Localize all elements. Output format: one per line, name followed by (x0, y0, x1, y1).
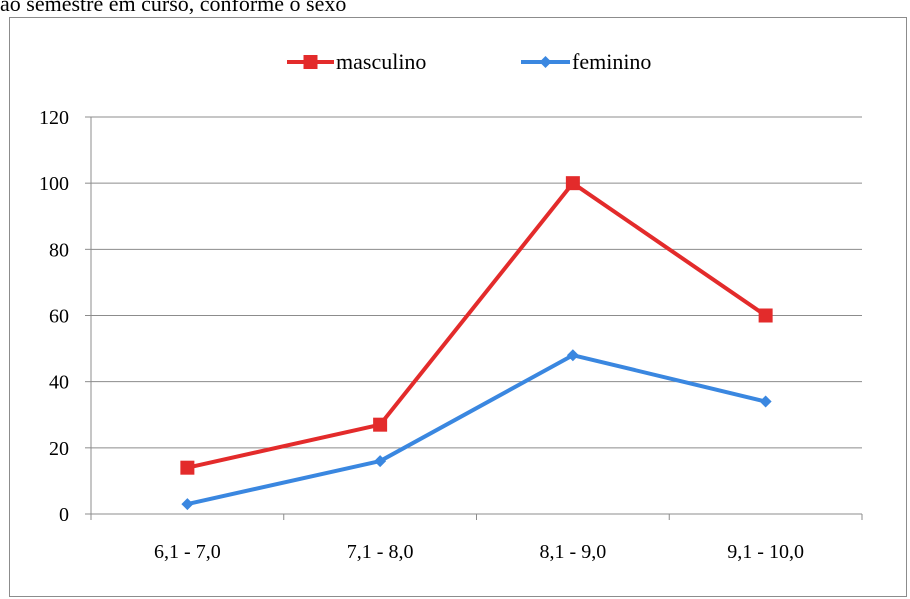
y-tick-label: 80 (49, 239, 69, 261)
series-layer (180, 176, 773, 511)
legend-item: masculino (287, 49, 426, 74)
legend: masculino feminino (287, 49, 651, 74)
data-point (758, 308, 773, 323)
series-feminino (181, 349, 772, 511)
y-tick-label: 40 (49, 372, 69, 394)
data-point (759, 395, 772, 408)
series-line (186, 181, 767, 470)
y-tick-label: 20 (49, 438, 69, 460)
legend-item: feminino (521, 49, 651, 74)
legend-label: feminino (572, 49, 651, 74)
x-tick-label: 9,1 - 10,0 (727, 541, 804, 563)
legend-marker (539, 56, 552, 68)
axes: 0 20 40 60 80 100 120 6,1 - 7,0 7,1 - 8,0 8,1 - 9… (39, 107, 863, 563)
data-point (373, 417, 388, 432)
data-point (374, 455, 387, 468)
data-point (181, 498, 194, 511)
legend-marker (303, 55, 318, 69)
series-line (186, 353, 767, 507)
gridlines (91, 116, 862, 449)
data-point (566, 349, 579, 362)
y-tick-label: 60 (49, 306, 69, 328)
x-tick-label: 8,1 - 9,0 (540, 541, 607, 563)
data-point (180, 460, 195, 475)
x-tick-label: 7,1 - 8,0 (347, 541, 414, 563)
x-tick-label: 6,1 - 7,0 (154, 541, 221, 563)
legend-label: masculino (336, 49, 426, 74)
y-tick-label: 120 (39, 107, 69, 129)
chart-caption: ao semestre em curso, conforme o sexo (0, 0, 347, 16)
data-point (565, 176, 580, 191)
y-tick-label: 100 (39, 173, 69, 195)
chart-frame (9, 17, 907, 597)
series-masculino (180, 176, 773, 475)
y-tick-label: 0 (59, 504, 69, 526)
